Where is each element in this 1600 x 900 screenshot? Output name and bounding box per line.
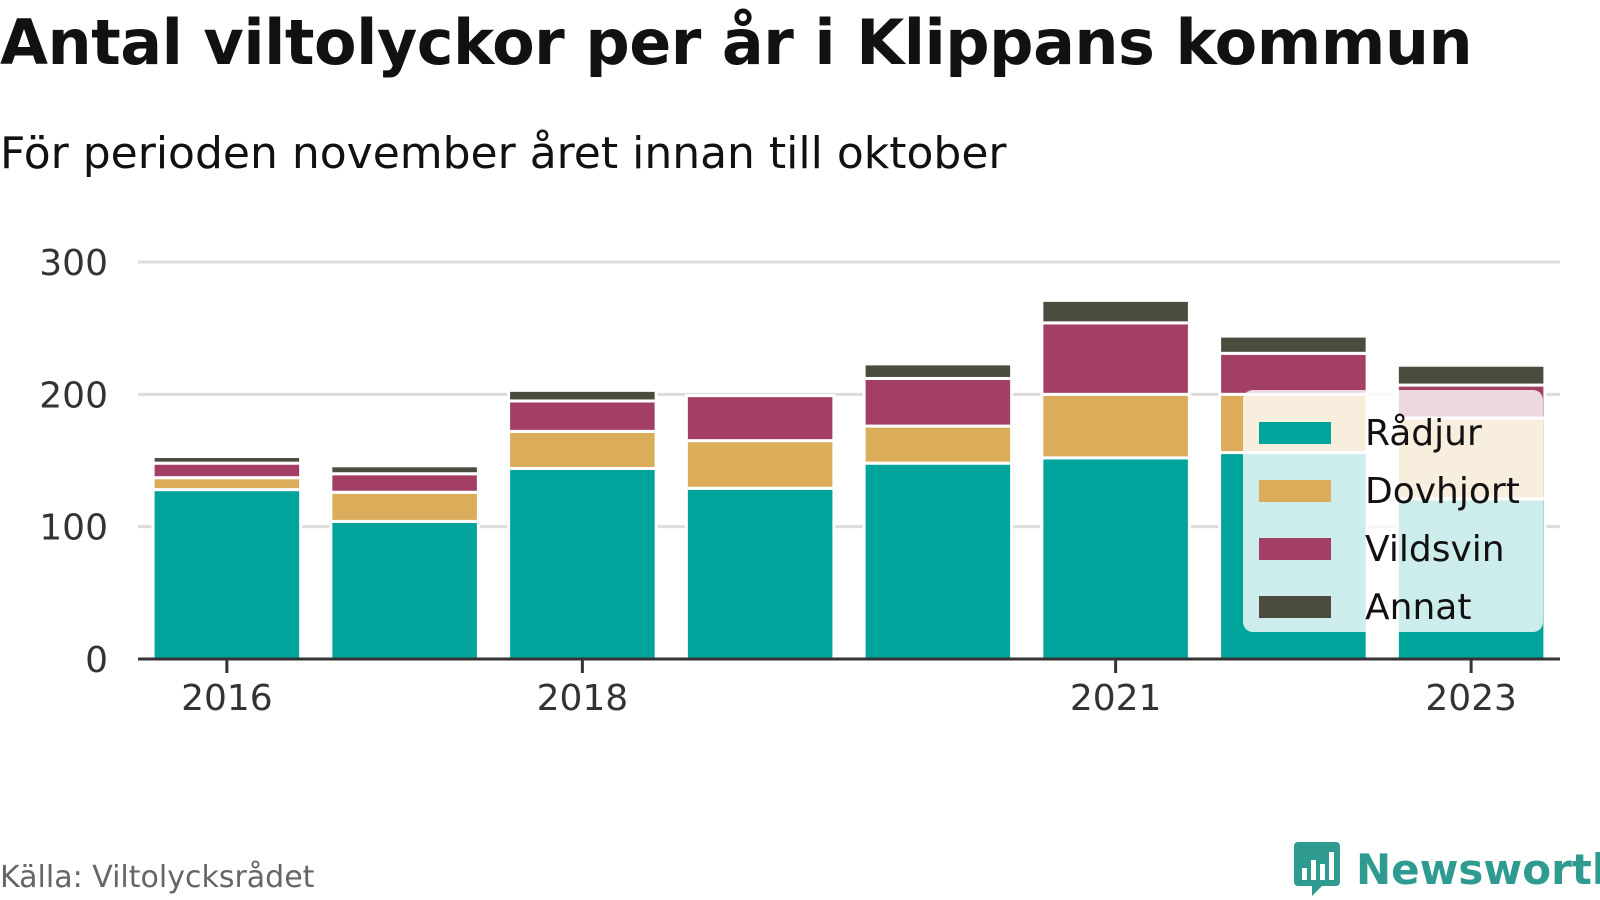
- bar-2020-vildsvin: [862, 376, 1014, 428]
- legend-label: Rådjur: [1365, 412, 1482, 454]
- bar-2021-annat: [1040, 298, 1191, 325]
- bar-2017-annat: [329, 464, 480, 476]
- y-tick-label-200: 200: [39, 375, 108, 416]
- chart-subtitle: För perioden november året innan till ok…: [0, 128, 1007, 179]
- bar-2020-dovhjort: [862, 424, 1014, 465]
- legend-swatch: [1259, 480, 1331, 502]
- bar-2016-vildsvin: [151, 461, 303, 480]
- legend-item-rådjur: Rådjur: [1259, 412, 1482, 454]
- y-tick-label-300: 300: [39, 243, 108, 284]
- legend-swatch: [1259, 538, 1331, 560]
- bar-2018-dovhjort: [507, 429, 658, 470]
- newsworthy-logo-icon: [1294, 842, 1340, 896]
- bar-2020-rådjur: [862, 461, 1014, 661]
- bar-2022-vildsvin: [1218, 351, 1369, 396]
- bar-2017-rådjur: [329, 519, 480, 661]
- x-tick-label-2021: 2021: [1070, 678, 1162, 719]
- legend-item-annat: Annat: [1259, 586, 1472, 628]
- bar-2017-dovhjort: [329, 490, 480, 523]
- legend-item-vildsvin: Vildsvin: [1259, 528, 1505, 570]
- x-tick-label-2016: 2016: [181, 678, 273, 719]
- legend-label: Vildsvin: [1365, 528, 1505, 570]
- bar-2020-annat: [862, 362, 1014, 380]
- y-tick-label-100: 100: [39, 508, 108, 549]
- legend-item-dovhjort: Dovhjort: [1259, 470, 1520, 512]
- bar-2019-vildsvin: [684, 394, 836, 443]
- legend-swatch: [1259, 422, 1331, 444]
- bar-2021-dovhjort: [1040, 392, 1191, 460]
- legend-label: Annat: [1365, 586, 1472, 628]
- bar-2021-vildsvin: [1040, 321, 1191, 396]
- chart-title: Antal viltolyckor per år i Klippans komm…: [0, 6, 1473, 79]
- chart-legend: Rådjur Dovhjort Vildsvin Annat: [1243, 390, 1543, 632]
- brand-name: Newsworthy: [1356, 844, 1600, 894]
- y-tick-label-0: 0: [85, 640, 108, 681]
- brand-logo: Newsworthy: [1292, 840, 1600, 898]
- bar-2023-annat: [1395, 363, 1547, 387]
- bar-2019-rådjur: [684, 486, 836, 661]
- bar-2018-rådjur: [507, 466, 658, 661]
- bar-2016-dovhjort: [151, 476, 303, 492]
- source-note: Källa: Viltolycksrådet: [0, 860, 315, 895]
- bar-2019-dovhjort: [684, 439, 836, 490]
- x-tick-label-2023: 2023: [1425, 678, 1517, 719]
- legend-label: Dovhjort: [1365, 470, 1520, 512]
- bar-2021-rådjur: [1040, 456, 1191, 661]
- bar-2018-annat: [507, 388, 658, 403]
- bar-2016-rådjur: [151, 488, 303, 661]
- legend-swatch: [1259, 596, 1331, 618]
- bar-2017-vildsvin: [329, 472, 480, 494]
- bar-2022-annat: [1218, 334, 1369, 355]
- x-tick-label-2018: 2018: [537, 678, 629, 719]
- bar-2018-vildsvin: [507, 399, 658, 433]
- bar-2016-annat: [151, 455, 303, 465]
- axes: 0 100 200 300 2016 2018 2021 2023: [39, 243, 1560, 719]
